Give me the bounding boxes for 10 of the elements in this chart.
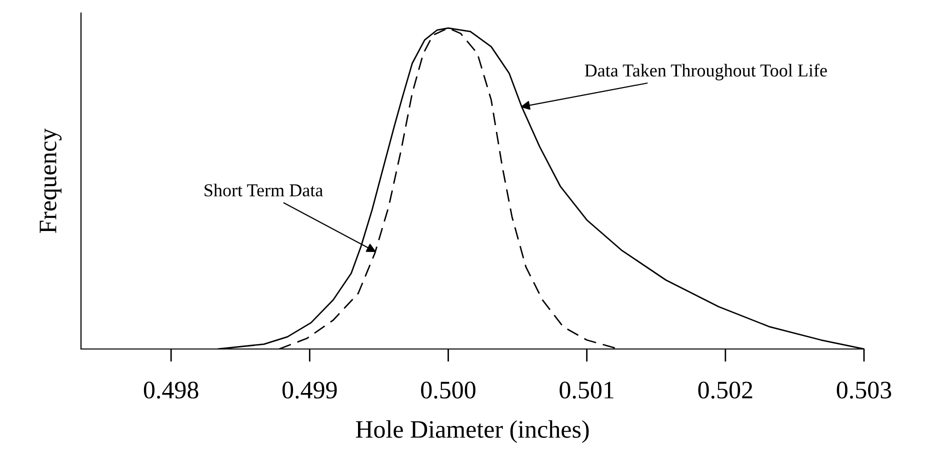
x-tick-label: 0.498 [144,382,198,399]
x-tick-label: 0.503 [836,382,892,399]
x-tick-label: 0.500 [421,382,476,399]
x-tick-label: 0.501 [560,382,614,399]
y-axis-title: Frequency [40,128,62,234]
annotation: Short Term Data [204,184,323,196]
x-axis-title: Hole Diameter (inches) [356,420,589,443]
annotation: Data Taken Throughout Tool Life [584,64,827,80]
x-tick-label: 0.502 [698,382,752,399]
x-tick-label: 0.499 [282,382,337,399]
